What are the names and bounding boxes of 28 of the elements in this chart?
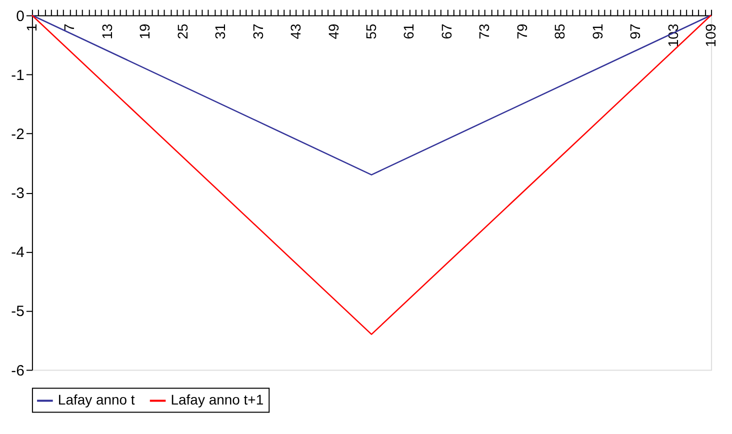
y-tick-label: -5 xyxy=(11,303,24,320)
y-tick-label: -3 xyxy=(11,185,24,202)
x-tick-label: 19 xyxy=(136,24,153,40)
y-tick-label: -6 xyxy=(11,362,24,380)
x-tick-label: 7 xyxy=(61,24,78,32)
x-tick-label: 37 xyxy=(250,24,266,40)
x-tick-label: 85 xyxy=(552,24,568,40)
y-tick-label: -1 xyxy=(11,66,24,84)
x-tick-label: 43 xyxy=(288,24,304,40)
x-tick-label: 1 xyxy=(23,24,40,32)
x-tick-label: 61 xyxy=(400,24,417,40)
x-tick-label: 49 xyxy=(325,24,342,40)
legend-label: Lafay anno t xyxy=(58,392,135,408)
x-tick-label: 103 xyxy=(664,24,681,48)
y-tick-label: 0 xyxy=(16,8,24,25)
x-tick-label: 97 xyxy=(627,24,644,40)
legend-label: Lafay anno t+1 xyxy=(170,392,264,408)
x-tick-label: 73 xyxy=(476,24,492,40)
x-tick-label: 109 xyxy=(702,24,719,48)
y-tick-label: -4 xyxy=(11,244,24,262)
x-tick-label: 67 xyxy=(438,24,454,40)
x-tick-label: 25 xyxy=(174,24,190,40)
x-tick-label: 79 xyxy=(514,24,530,40)
x-tick-label: 31 xyxy=(212,24,228,40)
y-tick-label: -2 xyxy=(11,126,24,143)
x-tick-label: 55 xyxy=(362,24,379,40)
x-tick-label: 91 xyxy=(589,24,606,40)
x-tick-label: 13 xyxy=(98,24,115,40)
